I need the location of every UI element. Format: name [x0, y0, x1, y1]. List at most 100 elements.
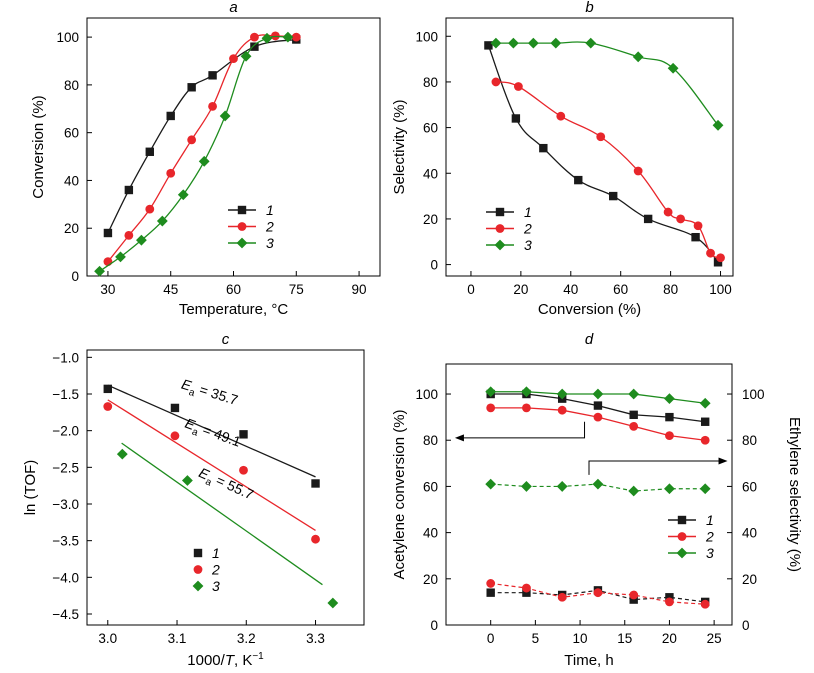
y-right-tick-label: 40: [742, 526, 757, 541]
data-point-1: [250, 42, 259, 51]
y-tick-label: −2.5: [52, 460, 79, 475]
data-point-3: [282, 31, 294, 43]
conversion-point-2: [557, 405, 567, 415]
x-tick-label: 20: [513, 282, 528, 297]
arrow-left: [460, 421, 586, 439]
selectivity-point-1: [486, 588, 495, 597]
y-tick-label: 20: [64, 221, 79, 236]
y-tick-label: −1.5: [52, 387, 79, 402]
conversion-point-2: [700, 435, 710, 445]
conversion-point-2: [486, 403, 496, 413]
data-point-3: [240, 50, 252, 62]
plot-frame: [445, 363, 733, 626]
data-point-1: [643, 214, 653, 224]
y-tick-label: 0: [430, 258, 438, 273]
x-tick-label: 75: [289, 282, 304, 297]
data-point-3: [490, 37, 502, 49]
conversion-point-1: [593, 401, 603, 410]
data-point-2: [145, 204, 155, 214]
data-point-3: [507, 37, 519, 49]
legend-label-1: 1: [266, 202, 274, 218]
y-tick-label: −3.0: [52, 497, 79, 512]
data-point-2: [103, 402, 113, 411]
selectivity-point-3: [556, 481, 568, 492]
legend-label-2: 2: [265, 219, 274, 235]
series-line-2: [107, 34, 297, 263]
y-right-tick-label: 20: [742, 572, 757, 587]
selectivity-point-3: [592, 478, 604, 490]
x-tick-label: 10: [573, 631, 588, 646]
selectivity-point-1: [522, 588, 531, 597]
data-point-2: [270, 31, 280, 41]
y-axis-right-label: Ethylene selectivity (%): [786, 417, 803, 572]
data-point-1: [187, 83, 196, 92]
x-tick-label: 5: [532, 631, 540, 646]
data-point-1: [145, 147, 154, 156]
selectivity-point-3: [664, 483, 675, 495]
x-tick-label: 30: [100, 282, 115, 297]
x-tick-label: 25: [707, 631, 722, 646]
data-point-1: [713, 258, 723, 267]
legend-label-2: 2: [705, 529, 714, 545]
y-axis-label: Selectivity (%): [391, 99, 408, 194]
x-axis-label: 1000/T, K−1: [187, 651, 264, 669]
conversion-point-3: [664, 393, 675, 405]
data-point-1: [691, 232, 700, 242]
panel-c: 3.0 3.1 3.2 3.3 −1.0 −1.5 −2.0 −2.5 −3.0 −3.5 −4.0…: [22, 331, 365, 669]
x-tick-label: 3.1: [168, 631, 187, 646]
y-tick-label: 40: [423, 166, 438, 181]
selectivity-point-1: [665, 593, 674, 602]
ea-value: = 49.1: [197, 420, 243, 450]
panel-b: 0 20 40 60 80 100 0 20 40 60 80 100 b Conversion (%) S…: [391, 0, 734, 318]
y-tick-label: 0: [430, 618, 438, 633]
ea-value: = 35.7: [194, 380, 240, 408]
data-point-3: [94, 265, 105, 277]
x-tick-label: 0: [487, 631, 495, 646]
conversion-point-3: [628, 388, 640, 400]
selectivity-point-2: [593, 588, 603, 598]
x-tick-label: 100: [709, 282, 732, 297]
y-tick-label: 0: [71, 269, 79, 284]
data-point-2: [633, 166, 643, 176]
legend-marker-3: [676, 547, 688, 559]
y-tick-label: 40: [423, 526, 438, 541]
x-tick-label: 40: [563, 282, 578, 297]
legend-label-3: 3: [524, 237, 532, 253]
legend-marker-2: [193, 565, 203, 574]
data-point-2: [187, 135, 197, 145]
y-tick-label: −1.0: [52, 350, 79, 365]
conversion-point-2: [593, 412, 603, 422]
data-point-3: [136, 234, 147, 246]
x-axis-label-base: 1000/: [187, 652, 225, 669]
panel-label: b: [585, 0, 593, 16]
data-point-3: [550, 37, 562, 49]
y-tick-label: 60: [423, 479, 438, 494]
panel-label: a: [229, 0, 237, 16]
series-line-2: [495, 81, 721, 259]
data-point-3: [177, 189, 189, 201]
legend-marker-2: [495, 224, 505, 233]
selectivity-point-2: [522, 583, 531, 593]
data-point-2: [103, 257, 113, 267]
data-point-2: [311, 534, 320, 544]
x-tick-label: 80: [663, 282, 678, 297]
data-point-2: [250, 32, 259, 42]
arrow-right: [588, 460, 722, 475]
y-tick-label: −4.5: [52, 607, 79, 622]
data-point-2: [239, 465, 248, 475]
y-axis-label: Acetylene conversion (%): [391, 409, 408, 579]
data-point-1: [124, 185, 134, 195]
data-point-3: [219, 110, 231, 122]
legend-label-2: 2: [211, 562, 220, 578]
data-point-2: [513, 82, 523, 91]
data-point-3: [261, 32, 273, 44]
x-tick-label: 3.2: [237, 631, 256, 646]
x-tick-label: 45: [163, 282, 178, 297]
legend-marker-2: [237, 222, 247, 231]
y-tick-label: 80: [423, 75, 438, 90]
data-point-3: [198, 155, 210, 167]
selectivity-point-2: [486, 579, 496, 588]
fit-line-1: [107, 384, 316, 478]
legend-label-1: 1: [706, 512, 714, 528]
legend-marker-1: [237, 205, 247, 215]
